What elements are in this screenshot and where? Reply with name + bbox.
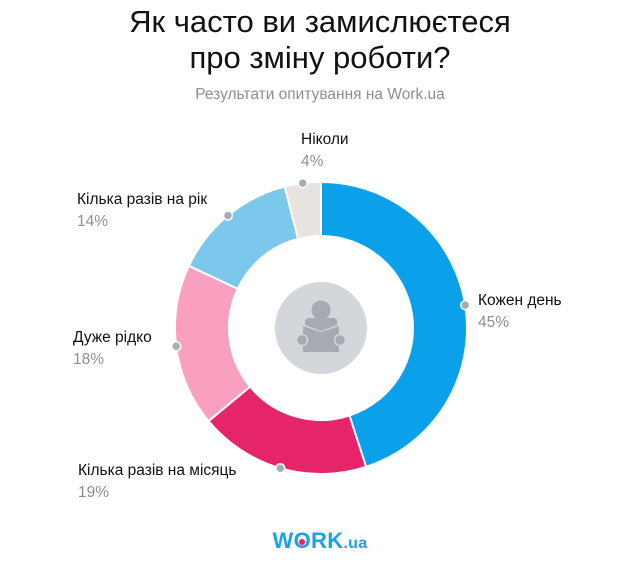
- donut-slices: [174, 180, 468, 475]
- label-every-day: Кожен день 45%: [478, 290, 562, 334]
- label-very-rarely: Дуже рідко 18%: [73, 327, 152, 371]
- person-reading-book-icon: [295, 300, 347, 352]
- label-name: Ніколи: [301, 131, 349, 148]
- work-ua-logo: WORK.ua: [0, 528, 640, 554]
- label-percent: 19%: [78, 484, 110, 501]
- logo-o: O: [294, 528, 311, 554]
- donut-slice: [320, 180, 468, 469]
- chart-title-line-1: Як часто ви замислюєтеся: [129, 4, 511, 39]
- logo-suffix: .ua: [343, 535, 368, 552]
- label-dots: [170, 177, 471, 474]
- label-dot: [170, 341, 182, 352]
- label-percent: 45%: [478, 314, 510, 331]
- label-dot: [222, 210, 234, 221]
- logo-text: W: [272, 528, 294, 553]
- label-few-per-year: Кілька разів на рік 14%: [77, 189, 207, 233]
- label-name: Кілька разів на місяць: [78, 462, 237, 479]
- label-name: Кілька разів на рік: [77, 191, 208, 208]
- label-percent: 18%: [73, 351, 105, 368]
- logo-dot-icon: [299, 539, 306, 545]
- label-percent: 4%: [301, 153, 324, 170]
- logo-text: RK: [311, 528, 344, 553]
- chart-title: Як часто ви замислюєтеся про зміну робот…: [0, 4, 640, 76]
- label-name: Кожен день: [478, 292, 562, 309]
- label-dot: [275, 462, 286, 474]
- label-name: Дуже рідко: [73, 329, 152, 346]
- label-percent: 14%: [77, 213, 109, 230]
- chart-title-line-2: про зміну роботи?: [189, 40, 451, 75]
- label-few-per-month: Кілька разів на місяць 19%: [78, 460, 236, 504]
- chart-subtitle: Результати опитування на Work.ua: [195, 86, 445, 103]
- label-never: Ніколи 4%: [301, 129, 349, 173]
- donut-slice: [283, 180, 322, 241]
- label-dot: [297, 177, 308, 189]
- label-dot: [459, 299, 471, 311]
